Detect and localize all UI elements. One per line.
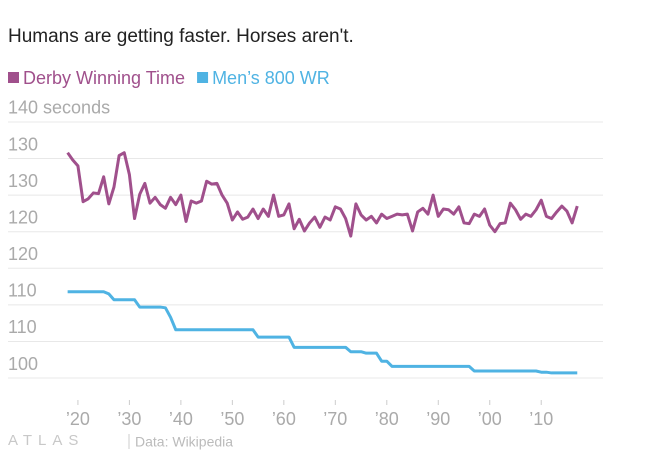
x-tick-label: ’70 xyxy=(323,409,347,429)
x-tick-label: ’90 xyxy=(426,409,450,429)
x-tick-label: ’20 xyxy=(66,409,90,429)
x-tick-label: ’40 xyxy=(169,409,193,429)
x-tick-label: ’10 xyxy=(529,409,553,429)
source: Data: Wikipedia xyxy=(135,434,233,450)
legend-swatch xyxy=(197,72,209,83)
series-line xyxy=(66,151,579,238)
legend-swatch xyxy=(8,72,19,83)
chart-title: Humans are getting faster. Horses aren't… xyxy=(8,26,354,47)
x-tick-label: ’00 xyxy=(478,409,502,429)
x-tick-label: ’50 xyxy=(220,409,244,429)
x-tick-label: ’30 xyxy=(117,409,141,429)
y-tick-label: 110 xyxy=(8,317,37,337)
y-tick-label: 120 xyxy=(8,244,38,264)
x-tick-label: ’80 xyxy=(375,409,399,429)
y-tick-label: 100 xyxy=(8,354,38,374)
series-line xyxy=(67,290,578,375)
y-tick-label: 120 xyxy=(8,207,38,227)
y-tick-label: 130 xyxy=(8,171,38,191)
x-tick-label: ’60 xyxy=(272,409,296,429)
legend-label: Derby Winning Time xyxy=(23,68,185,88)
y-tick-label: 130 xyxy=(8,134,38,154)
y-tick-label: 140 seconds xyxy=(8,98,110,118)
y-tick-label: 110 xyxy=(8,281,37,301)
logo: ATLAS xyxy=(8,432,84,449)
legend-label: Men’s 800 WR xyxy=(212,68,330,88)
